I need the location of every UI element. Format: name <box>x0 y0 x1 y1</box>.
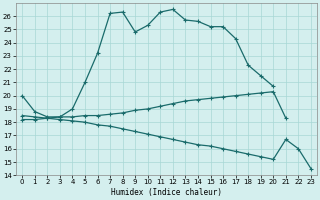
X-axis label: Humidex (Indice chaleur): Humidex (Indice chaleur) <box>111 188 222 197</box>
